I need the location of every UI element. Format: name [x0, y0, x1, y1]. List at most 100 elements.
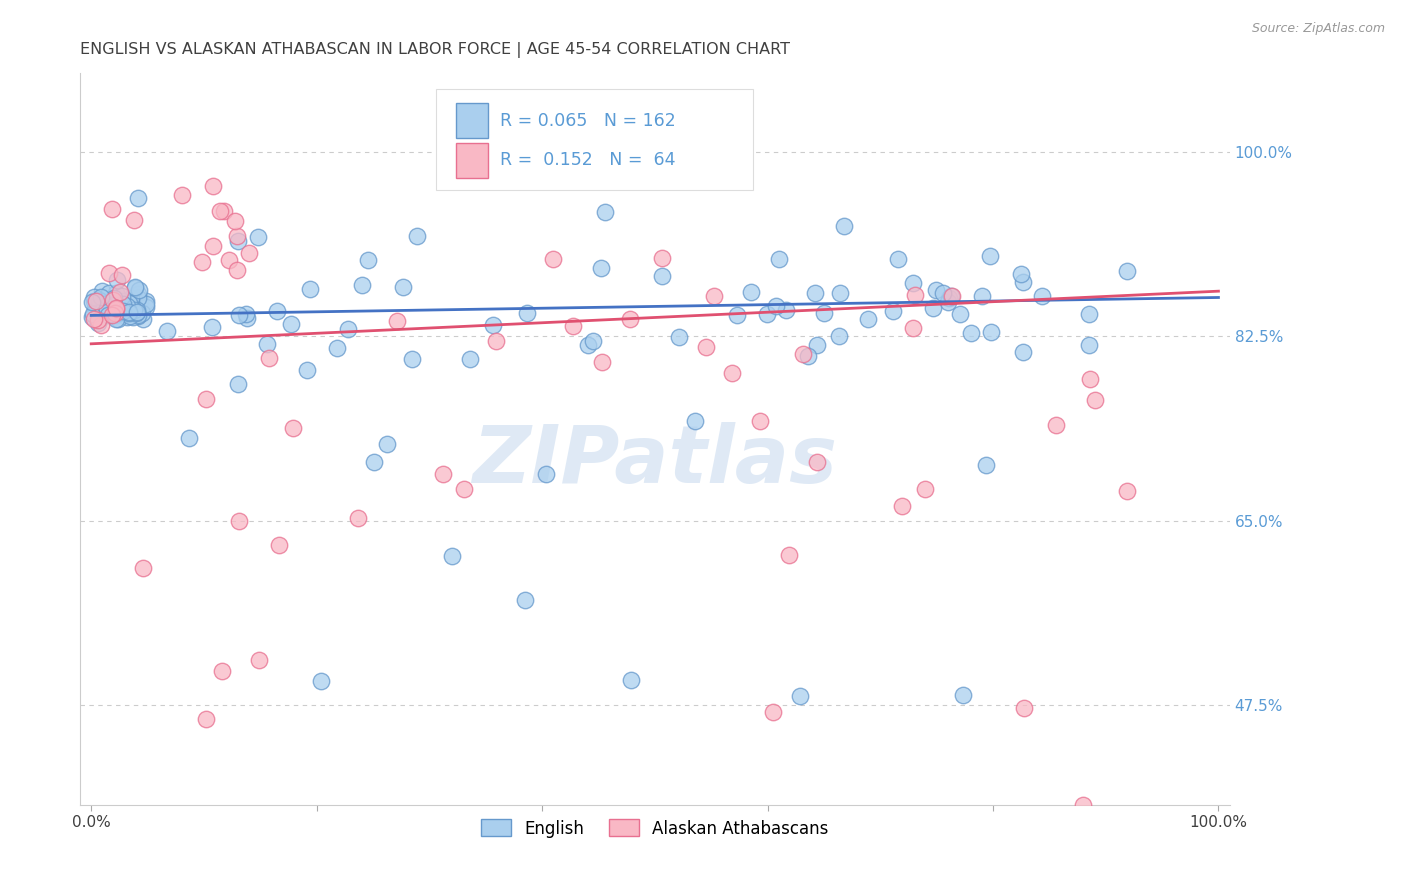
Point: [1045, 418, 1067, 433]
Point: [797, 349, 820, 363]
Point: [118, 296, 141, 310]
Point: [82, 294, 104, 309]
Point: [97, 299, 120, 313]
Point: [93, 296, 115, 310]
Point: [155, 324, 177, 338]
Point: [1116, 483, 1139, 498]
Point: [218, 253, 240, 268]
Point: [295, 362, 318, 376]
Point: [406, 228, 429, 243]
Point: [117, 306, 139, 320]
Point: [401, 351, 423, 366]
Point: [806, 338, 828, 352]
Text: ENGLISH VS ALASKAN ATHABASCAN IN LABOR FORCE | AGE 45-54 CORRELATION CHART: ENGLISH VS ALASKAN ATHABASCAN IN LABOR F…: [80, 42, 790, 58]
Point: [112, 301, 135, 316]
Point: [901, 321, 924, 335]
Point: [979, 249, 1001, 263]
Point: [107, 306, 129, 320]
Point: [619, 312, 641, 326]
Point: [90, 290, 112, 304]
Point: [80, 310, 103, 325]
Point: [191, 255, 214, 269]
Point: [124, 281, 146, 295]
Point: [591, 355, 613, 369]
Point: [903, 276, 925, 290]
Point: [593, 205, 616, 219]
Point: [280, 318, 302, 332]
Point: [283, 420, 305, 434]
Point: [765, 300, 787, 314]
Point: [932, 286, 955, 301]
Point: [1084, 392, 1107, 407]
Point: [96, 301, 118, 315]
Point: [101, 293, 124, 308]
Point: [247, 230, 270, 244]
Point: [668, 330, 690, 344]
Point: [974, 458, 997, 472]
Point: [1031, 289, 1053, 303]
Point: [972, 289, 994, 303]
Point: [235, 307, 257, 321]
Point: [124, 301, 146, 315]
Point: [209, 204, 232, 219]
Point: [127, 191, 149, 205]
Point: [87, 299, 110, 313]
Point: [124, 306, 146, 320]
Point: [83, 294, 105, 309]
Point: [125, 305, 148, 319]
Point: [111, 268, 134, 282]
Point: [789, 689, 811, 703]
Point: [224, 213, 246, 227]
Point: [363, 454, 385, 468]
Point: [104, 308, 127, 322]
Point: [124, 213, 146, 227]
Point: [768, 252, 790, 266]
Point: [949, 307, 972, 321]
Point: [1115, 263, 1137, 277]
Point: [939, 289, 962, 303]
Point: [326, 341, 349, 355]
Point: [827, 329, 849, 343]
Point: [131, 306, 153, 320]
Point: [980, 325, 1002, 339]
Point: [336, 322, 359, 336]
Point: [516, 306, 538, 320]
Point: [101, 309, 124, 323]
Point: [82, 307, 104, 321]
Text: R = 0.065   N = 162: R = 0.065 N = 162: [499, 112, 675, 129]
Point: [97, 266, 120, 280]
Point: [118, 295, 141, 310]
Point: [202, 239, 225, 253]
Point: [86, 316, 108, 330]
Legend: English, Alaskan Athabascans: English, Alaskan Athabascans: [474, 813, 835, 844]
Point: [792, 347, 814, 361]
Point: [115, 301, 138, 315]
Point: [100, 202, 122, 216]
Point: [257, 351, 280, 366]
Point: [938, 294, 960, 309]
Point: [91, 301, 114, 316]
Point: [104, 312, 127, 326]
Point: [115, 299, 138, 313]
Point: [347, 511, 370, 525]
Point: [890, 499, 912, 513]
Point: [887, 252, 910, 267]
Point: [104, 301, 127, 315]
Point: [194, 713, 217, 727]
Point: [107, 312, 129, 326]
Point: [135, 300, 157, 314]
Point: [90, 285, 112, 299]
Point: [118, 302, 141, 317]
Point: [481, 318, 503, 333]
Point: [266, 303, 288, 318]
Point: [107, 304, 129, 318]
Point: [922, 301, 945, 316]
Point: [111, 304, 134, 318]
Point: [392, 280, 415, 294]
Point: [721, 366, 744, 380]
Point: [87, 306, 110, 320]
Point: [117, 310, 139, 324]
Point: [1071, 797, 1094, 812]
Point: [127, 286, 149, 301]
Point: [87, 300, 110, 314]
